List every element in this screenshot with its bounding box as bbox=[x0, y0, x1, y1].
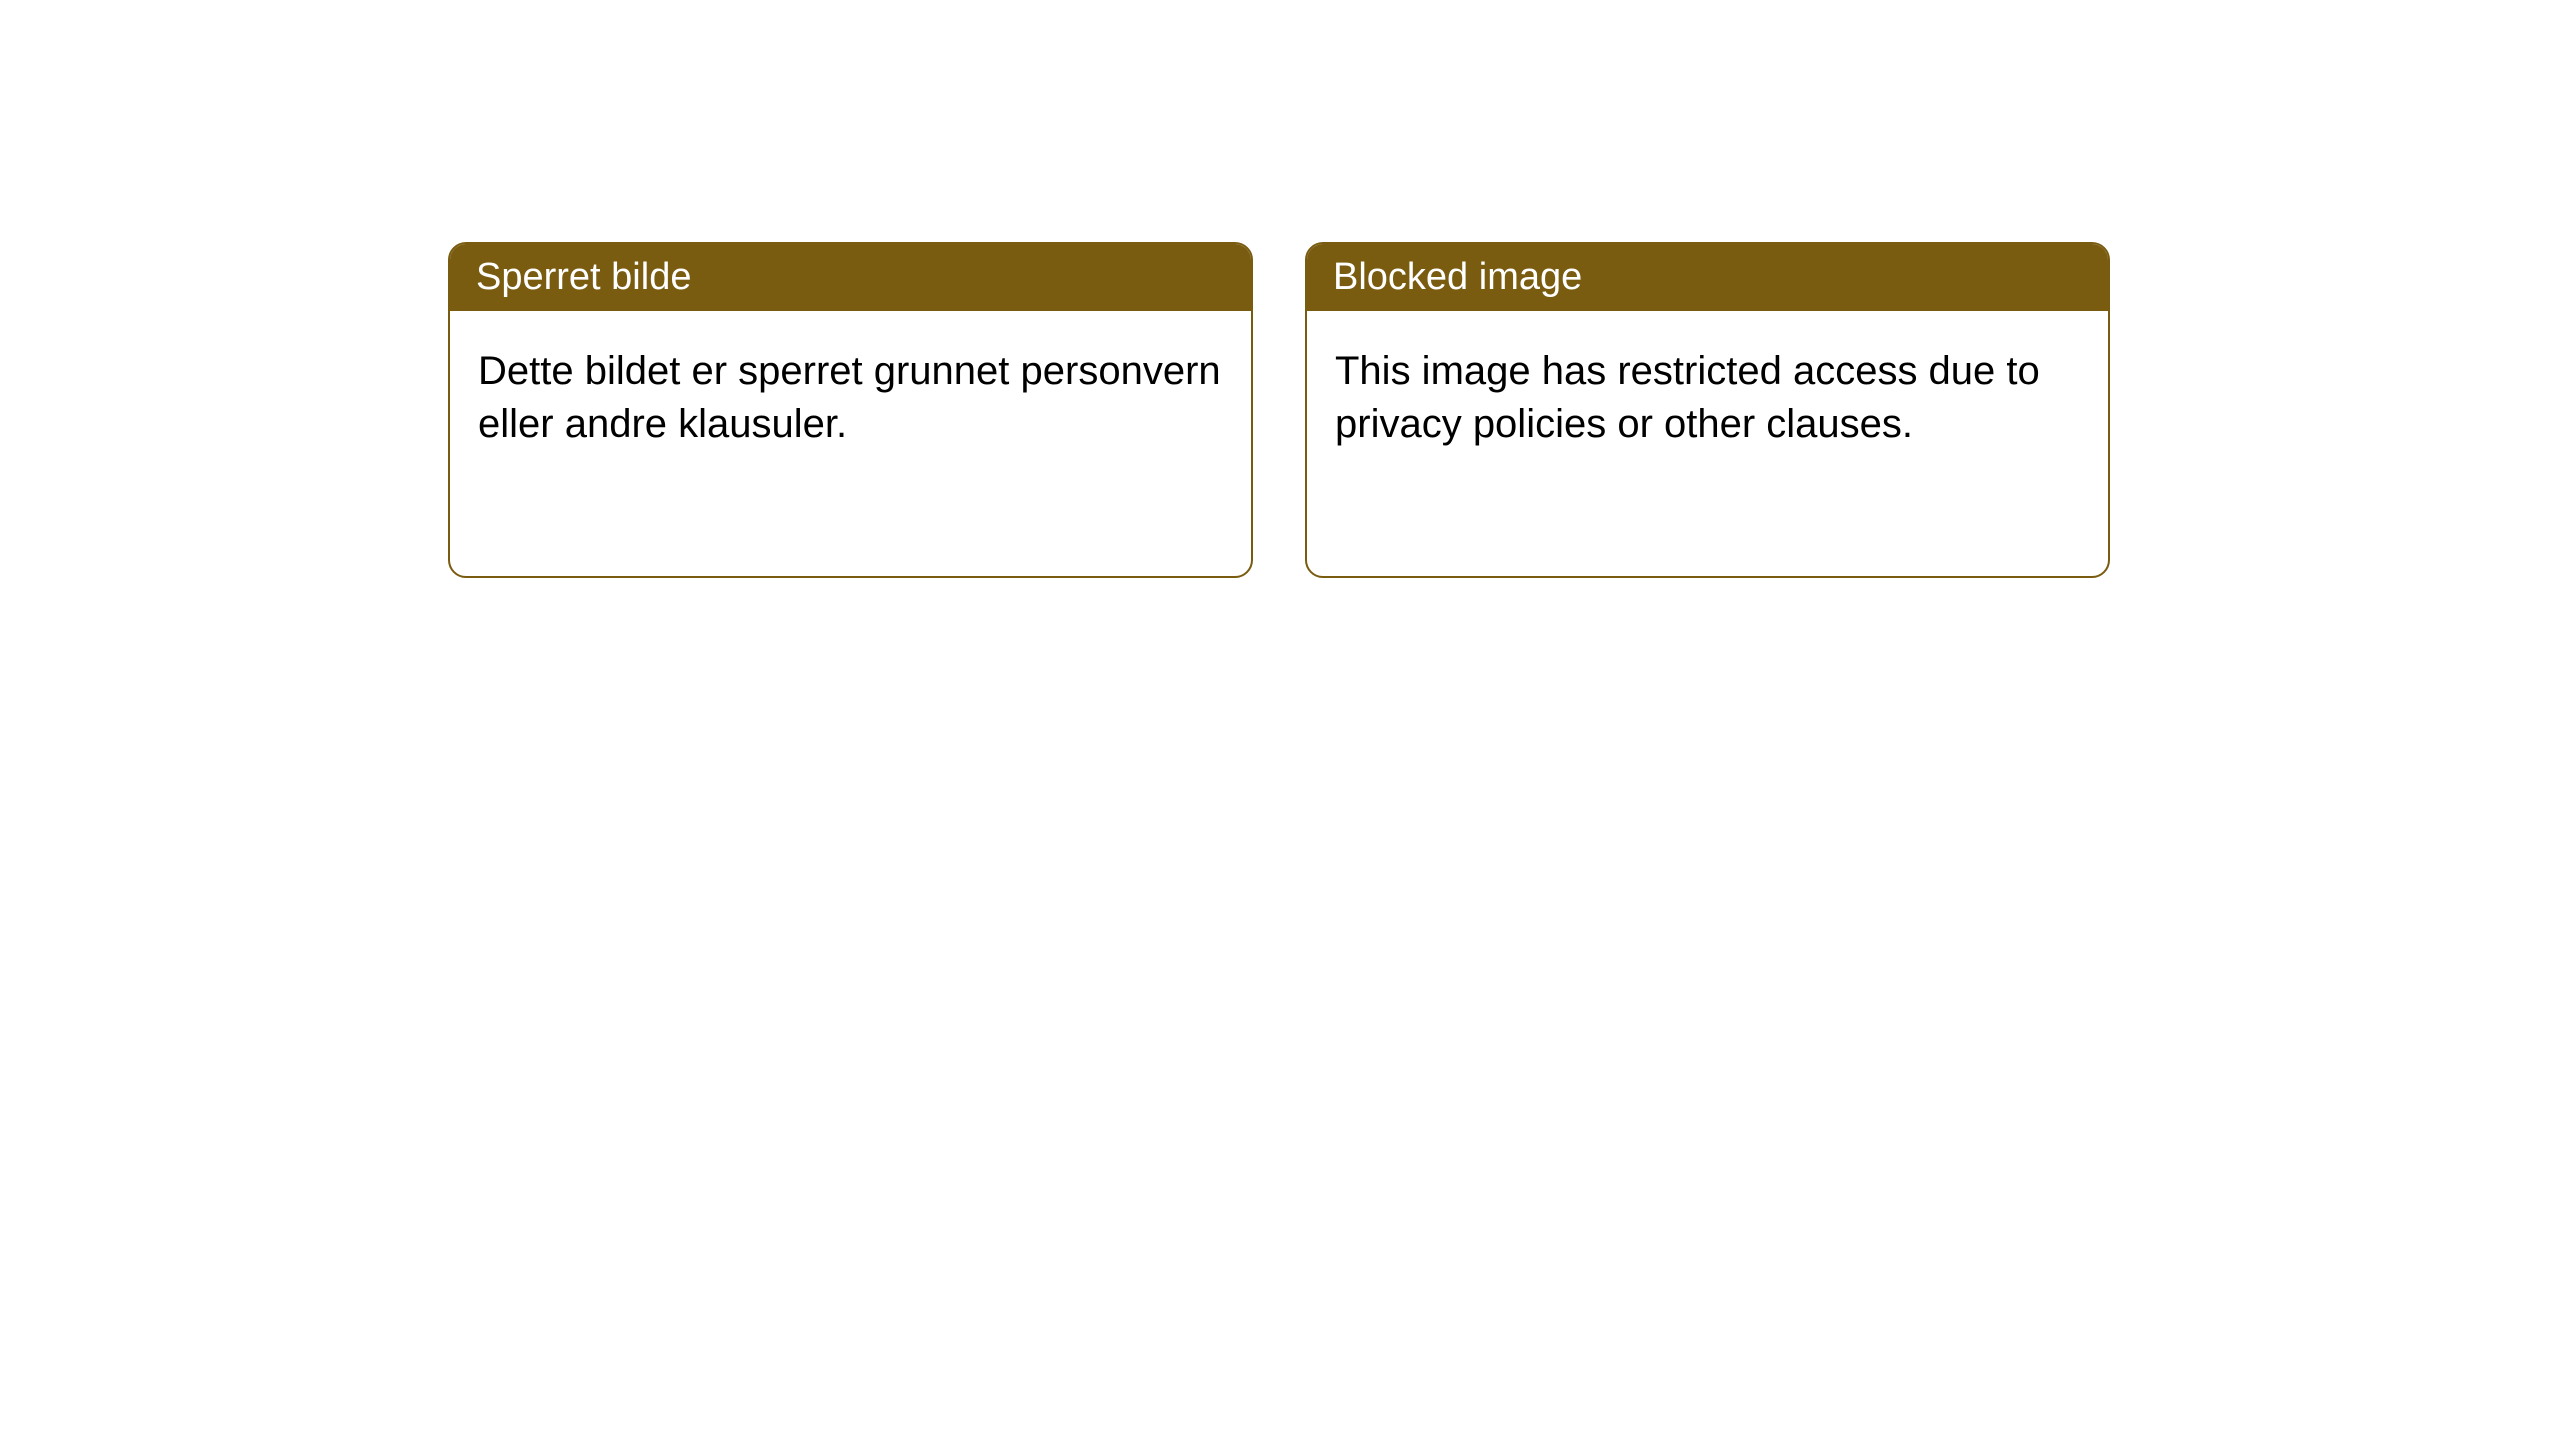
notice-card-body: Dette bildet er sperret grunnet personve… bbox=[450, 311, 1251, 485]
notice-card-body: This image has restricted access due to … bbox=[1307, 311, 2108, 485]
notice-card-title: Sperret bilde bbox=[450, 244, 1251, 311]
notice-container: Sperret bilde Dette bildet er sperret gr… bbox=[0, 0, 2560, 578]
notice-card-english: Blocked image This image has restricted … bbox=[1305, 242, 2110, 578]
notice-card-title: Blocked image bbox=[1307, 244, 2108, 311]
notice-card-norwegian: Sperret bilde Dette bildet er sperret gr… bbox=[448, 242, 1253, 578]
